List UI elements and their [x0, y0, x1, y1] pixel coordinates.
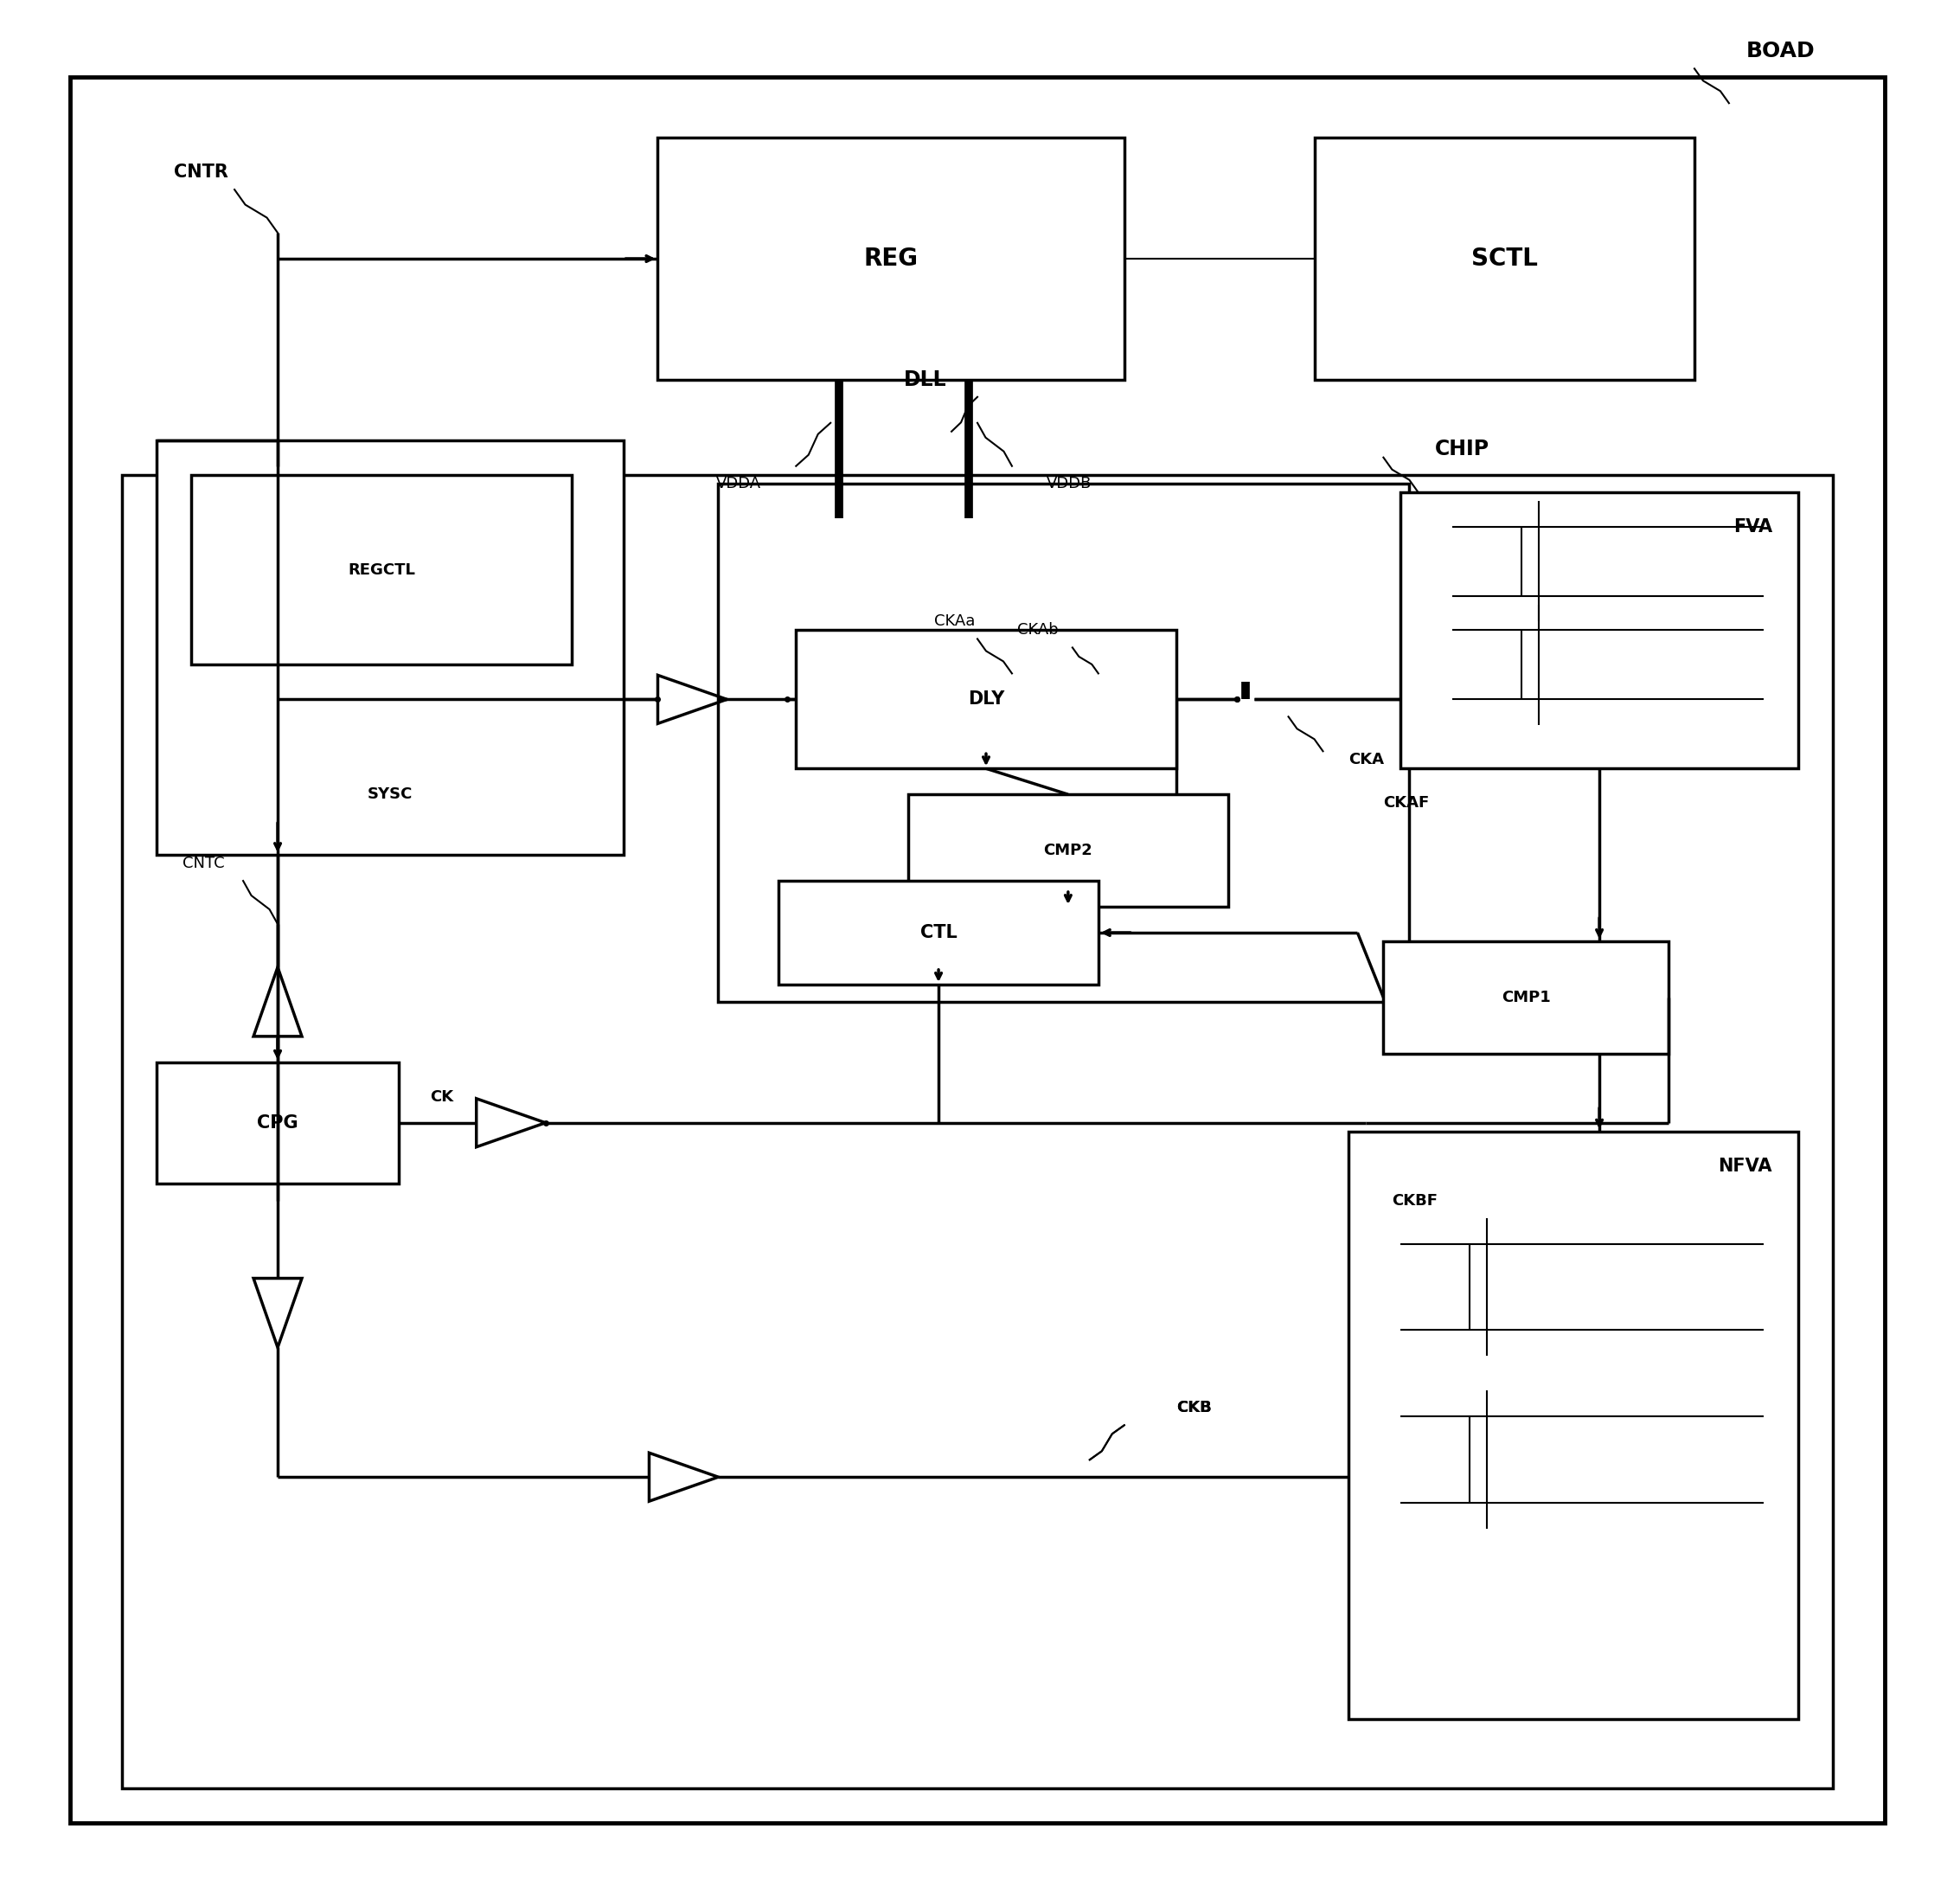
- Bar: [1384, 941, 1668, 1054]
- Text: CKB: CKB: [1176, 1401, 1211, 1416]
- Text: VDDB: VDDB: [1047, 475, 1092, 490]
- Bar: [157, 441, 623, 856]
- Bar: [1315, 138, 1693, 380]
- Text: SYSC: SYSC: [367, 787, 414, 803]
- Text: DLY: DLY: [968, 691, 1004, 708]
- Text: CNTR: CNTR: [174, 163, 229, 182]
- Bar: [1348, 1132, 1797, 1719]
- Bar: [659, 138, 1125, 380]
- Bar: [907, 795, 1227, 907]
- Text: CMP1: CMP1: [1501, 990, 1550, 1005]
- Text: CKAb: CKAb: [1017, 623, 1058, 638]
- Bar: [796, 630, 1176, 769]
- Text: CK: CK: [429, 1088, 453, 1106]
- Text: DLL: DLL: [904, 369, 947, 390]
- Text: CHIP: CHIP: [1435, 439, 1490, 460]
- Text: CKB: CKB: [1176, 1401, 1211, 1416]
- Text: CKBF: CKBF: [1392, 1193, 1439, 1208]
- Text: NFVA: NFVA: [1719, 1157, 1772, 1176]
- Text: CKA: CKA: [1348, 752, 1384, 769]
- Text: CKAF: CKAF: [1384, 795, 1429, 810]
- Text: FVA: FVA: [1733, 519, 1772, 536]
- Bar: [122, 475, 1833, 1789]
- Text: REG: REG: [864, 246, 919, 271]
- Bar: [192, 475, 572, 664]
- Bar: [1401, 492, 1797, 769]
- Text: CMP2: CMP2: [1043, 842, 1092, 858]
- Text: REGCTL: REGCTL: [347, 562, 416, 577]
- Text: BOAD: BOAD: [1746, 42, 1815, 62]
- Text: SCTL: SCTL: [1472, 246, 1537, 271]
- Text: CTL: CTL: [919, 924, 956, 941]
- Text: VDDA: VDDA: [715, 475, 760, 490]
- Bar: [778, 880, 1098, 984]
- Text: CNTC: CNTC: [182, 856, 225, 871]
- Text: CPG: CPG: [257, 1115, 298, 1132]
- Text: CKAa: CKAa: [935, 613, 976, 628]
- Bar: [717, 483, 1409, 1001]
- Bar: [157, 1062, 398, 1183]
